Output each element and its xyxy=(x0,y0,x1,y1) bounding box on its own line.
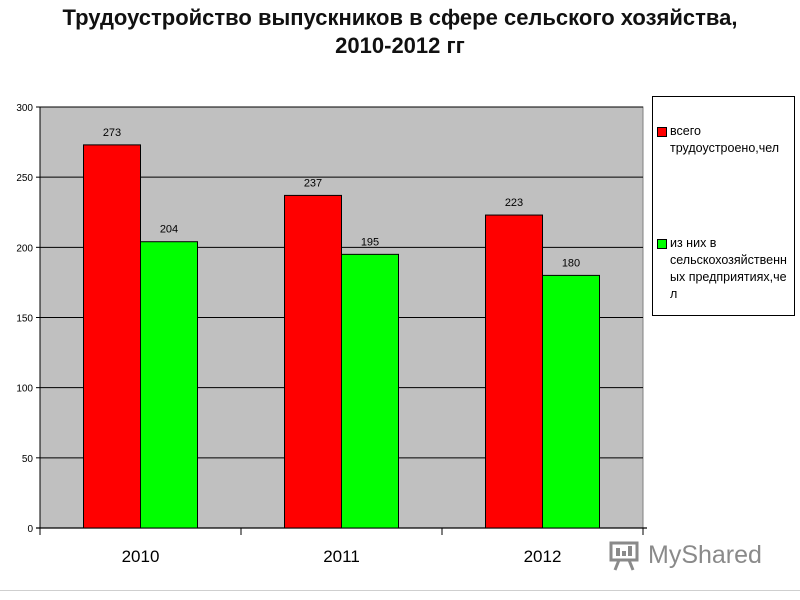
legend-label-total-line-1: всего xyxy=(670,124,701,138)
data-label: 273 xyxy=(103,127,121,139)
bar xyxy=(284,194,342,529)
x-tick-label: 2012 xyxy=(524,547,562,566)
legend-label-agri: из них в сельскохозяйственн ых предприят… xyxy=(670,235,792,303)
y-tick-label: 200 xyxy=(16,243,33,254)
legend-label-total-line-2: трудоустроено,чел xyxy=(670,141,780,155)
data-label: 223 xyxy=(505,197,523,209)
y-tick-label: 100 xyxy=(16,384,33,395)
x-tick-label: 2011 xyxy=(323,547,360,566)
chart-title-line-2: 2010-2012 гг xyxy=(335,33,465,58)
data-label: 195 xyxy=(361,236,379,248)
bar xyxy=(83,144,141,529)
legend-label-agri-line-3: ых предприятиях,чел xyxy=(670,270,787,301)
bar xyxy=(140,241,198,529)
legend-label-total: всего трудоустроено,чел xyxy=(670,123,792,157)
data-label: 237 xyxy=(304,177,322,189)
y-tick-label: 50 xyxy=(22,454,34,465)
legend-item-agri: из них в сельскохозяйственн ых предприят… xyxy=(657,235,792,303)
y-tick-label: 0 xyxy=(27,524,33,535)
legend-swatch-total xyxy=(657,127,667,137)
x-tick-label: 2010 xyxy=(122,547,160,566)
legend-label-agri-line-1: из них в xyxy=(670,236,717,250)
bottom-divider xyxy=(0,590,800,591)
watermark: MyShared xyxy=(608,536,762,574)
bar xyxy=(485,214,543,529)
presentation-board-icon xyxy=(609,541,639,571)
bar xyxy=(341,253,399,529)
y-tick-label: 150 xyxy=(16,314,33,325)
data-label: 204 xyxy=(160,224,178,236)
chart-title: Трудоустройство выпускников в сфере сель… xyxy=(0,4,800,60)
legend-item-total: всего трудоустроено,чел xyxy=(657,123,792,157)
bar xyxy=(542,274,600,529)
y-tick-label: 300 xyxy=(16,103,33,114)
y-tick-label: 250 xyxy=(16,173,33,184)
legend-swatch-agri xyxy=(657,239,667,249)
legend-label-agri-line-2: сельскохозяйственн xyxy=(670,253,787,267)
watermark-text: MyShared xyxy=(648,540,762,569)
data-label: 180 xyxy=(562,257,580,269)
chart-legend: всего трудоустроено,чел из них в сельско… xyxy=(652,96,795,316)
chart-title-line-1: Трудоустройство выпускников в сфере сель… xyxy=(62,5,738,30)
